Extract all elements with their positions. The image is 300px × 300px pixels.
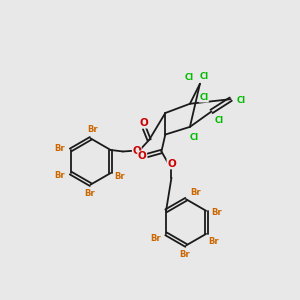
Text: Br: Br	[84, 189, 94, 198]
Text: Br: Br	[179, 250, 190, 259]
Text: Cl: Cl	[184, 73, 194, 82]
Text: Br: Br	[55, 144, 65, 153]
Text: O: O	[167, 159, 176, 169]
Text: Br: Br	[190, 188, 201, 197]
Text: Cl: Cl	[199, 93, 208, 102]
Text: Br: Br	[150, 234, 160, 243]
Text: Cl: Cl	[189, 133, 198, 142]
Text: Br: Br	[87, 125, 98, 134]
Text: Br: Br	[212, 208, 222, 217]
Text: O: O	[132, 146, 141, 157]
Text: Br: Br	[55, 171, 65, 180]
Text: Cl: Cl	[200, 71, 209, 80]
Text: O: O	[138, 151, 147, 161]
Text: Cl: Cl	[214, 116, 224, 125]
Text: Cl: Cl	[237, 96, 246, 105]
Text: O: O	[140, 118, 148, 128]
Text: Br: Br	[208, 237, 219, 246]
Text: Br: Br	[115, 172, 125, 182]
